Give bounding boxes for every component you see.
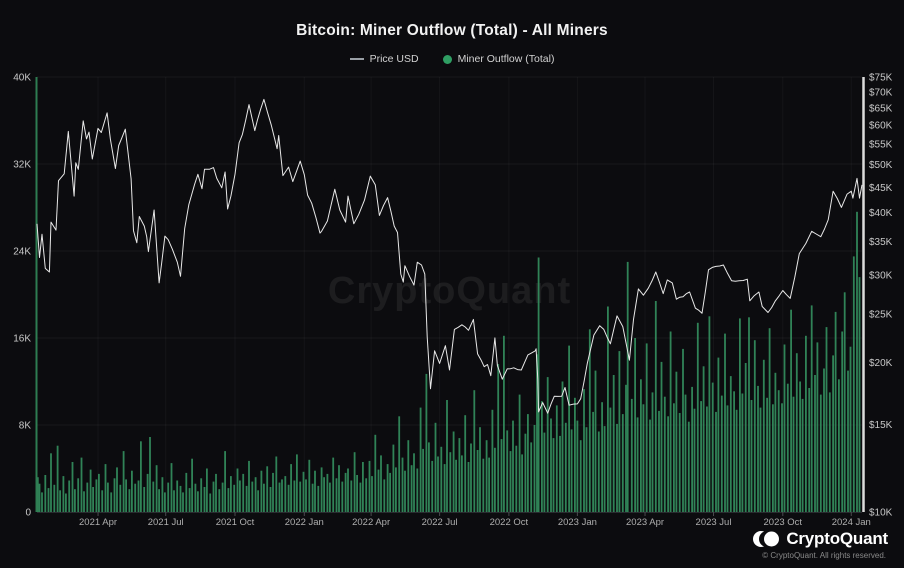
svg-text:$60K: $60K (869, 121, 893, 132)
copyright-text: © CryptoQuant. All rights reserved. (762, 551, 886, 560)
svg-text:$10K: $10K (869, 508, 893, 519)
y-axis-left-labels: 40K 32K 24K 16K 8K 0 (13, 73, 31, 519)
cryptoquant-logo-icon (753, 531, 780, 547)
page-title: Bitcoin: Miner Outflow (Total) - All Min… (296, 22, 608, 39)
svg-text:$55K: $55K (869, 139, 893, 150)
axis-lines (35, 77, 865, 513)
legend-label-price-usd: Price USD (369, 53, 419, 65)
svg-text:2021 Oct: 2021 Oct (216, 517, 255, 528)
svg-text:2021 Apr: 2021 Apr (79, 517, 117, 528)
svg-text:2022 Apr: 2022 Apr (352, 517, 390, 528)
svg-text:$50K: $50K (869, 160, 893, 171)
svg-text:40K: 40K (13, 73, 31, 84)
svg-text:24K: 24K (13, 247, 31, 258)
outflow-bars (36, 211, 861, 513)
svg-text:2023 Oct: 2023 Oct (764, 517, 803, 528)
legend-item-price-usd[interactable]: Price USD (349, 53, 419, 65)
svg-text:$15K: $15K (869, 420, 893, 431)
svg-text:2023 Jan: 2023 Jan (558, 517, 597, 528)
svg-text:2022 Jan: 2022 Jan (285, 517, 324, 528)
svg-text:$70K: $70K (869, 87, 893, 98)
svg-text:$25K: $25K (869, 310, 893, 321)
footer-branding: CryptoQuant © CryptoQuant. All rights re… (752, 529, 888, 560)
price-line-swatch-icon (349, 58, 364, 60)
svg-text:$35K: $35K (869, 237, 893, 248)
miner-outflow-dot-swatch-icon (442, 54, 452, 64)
svg-text:2022 Jul: 2022 Jul (422, 517, 458, 528)
svg-text:2022 Oct: 2022 Oct (490, 517, 529, 528)
svg-text:$75K: $75K (869, 73, 893, 84)
price-line (36, 98, 863, 414)
svg-text:2024 Jan: 2024 Jan (832, 517, 871, 528)
gridlines (37, 76, 862, 513)
svg-text:16K: 16K (13, 334, 31, 345)
x-axis-labels: 2021 Apr 2021 Jul 2021 Oct 2022 Jan 2022 Apr… (79, 512, 871, 528)
svg-text:$40K: $40K (869, 208, 893, 219)
svg-text:0: 0 (25, 508, 31, 519)
svg-text:$30K: $30K (869, 270, 893, 281)
svg-text:2023 Jul: 2023 Jul (696, 517, 732, 528)
svg-text:$45K: $45K (869, 183, 893, 194)
legend-label-miner-outflow: Miner Outflow (Total) (457, 53, 555, 65)
brand-name: CryptoQuant (786, 529, 888, 548)
legend-item-miner-outflow[interactable]: Miner Outflow (Total) (442, 53, 555, 65)
svg-text:2023 Apr: 2023 Apr (626, 517, 664, 528)
svg-text:8K: 8K (19, 421, 32, 432)
y-axis-right-labels: $75K $70K $65K $60K $55K $50K $45K $40K $35K $30K… (869, 73, 893, 519)
svg-text:32K: 32K (13, 160, 31, 171)
svg-text:$20K: $20K (869, 358, 893, 369)
svg-text:$65K: $65K (869, 103, 893, 114)
svg-text:2021 Jul: 2021 Jul (148, 517, 184, 528)
chart-legend: Price USD Miner Outflow (Total) (0, 53, 904, 65)
